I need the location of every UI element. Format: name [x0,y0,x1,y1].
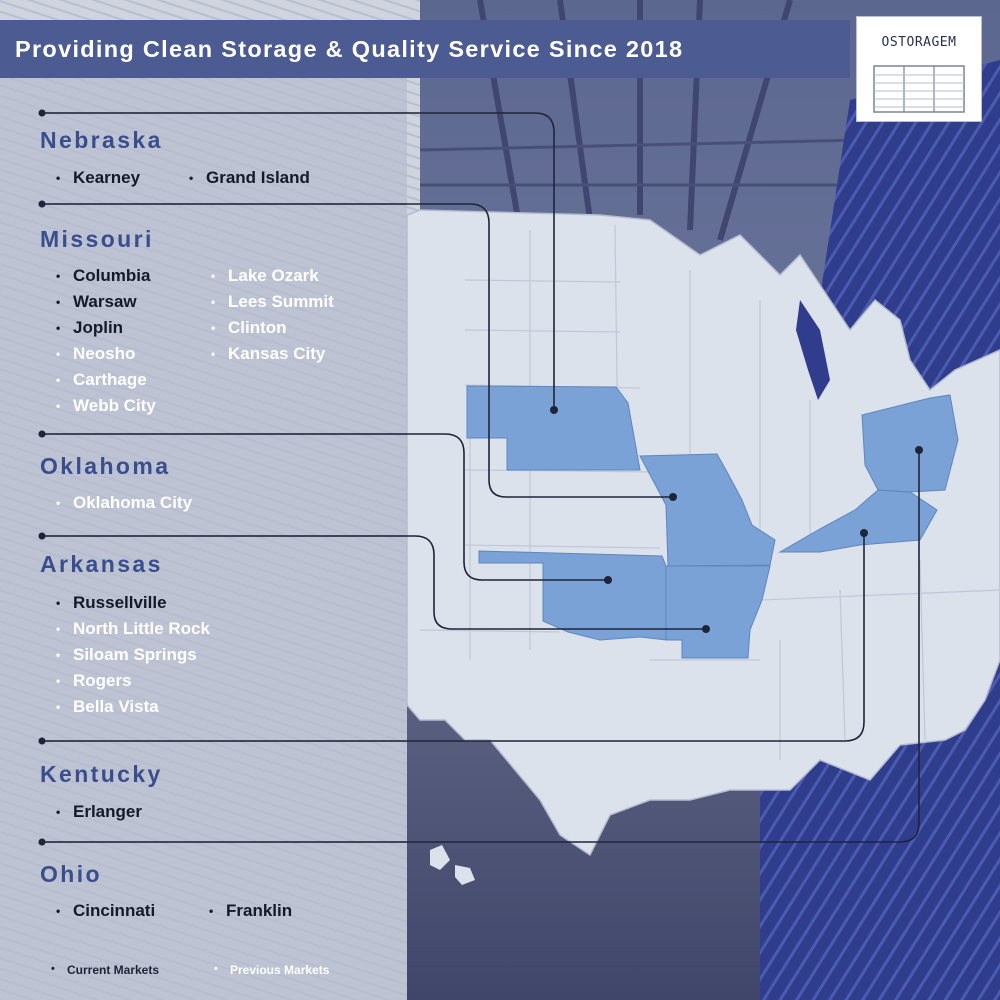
state-heading-arkansas: Arkansas [40,551,163,577]
city-kearney: Kearney [56,168,140,188]
legend-current-markets: Current Markets [51,963,159,977]
marker-kentucky [860,529,868,537]
state-heading-oklahoma: Oklahoma [40,453,171,479]
city-lake-ozark: Lake Ozark [211,266,319,286]
state-arkansas [665,565,771,659]
marker-ohio [915,446,923,454]
city-bella-vista: Bella Vista [56,697,159,717]
marker-missouri [669,493,677,501]
storage-door-icon [873,65,965,113]
company-logo: OSTORAGEM [856,16,982,122]
city-cincinnati: Cincinnati [56,901,155,921]
state-heading-nebraska: Nebraska [40,127,163,153]
markets-panel-background [0,78,407,1000]
city-siloam-springs: Siloam Springs [56,645,197,665]
state-missouri [639,453,776,567]
city-erlanger: Erlanger [56,802,142,822]
city-neosho: Neosho [56,344,135,364]
state-heading-ohio: Ohio [40,861,102,887]
city-rogers: Rogers [56,671,131,691]
city-columbia: Columbia [56,266,151,286]
city-lees-summit: Lees Summit [211,292,334,312]
city-carthage: Carthage [56,370,147,390]
city-joplin: Joplin [56,318,123,338]
legend-previous-markets: Previous Markets [214,963,329,977]
city-franklin: Franklin [209,901,292,921]
city-north-little-rock: North Little Rock [56,619,210,639]
city-kansas-city: Kansas City [211,344,325,364]
marker-arkansas [702,625,710,633]
state-kentucky [778,489,938,553]
state-ohio [861,394,959,493]
city-oklahoma-city: Oklahoma City [56,493,192,513]
city-webb-city: Webb City [56,396,156,416]
state-nebraska [466,385,641,471]
state-heading-missouri: Missouri [40,226,154,252]
city-warsaw: Warsaw [56,292,137,312]
title-banner: Providing Clean Storage & Quality Servic… [0,20,850,78]
state-oklahoma [478,550,667,641]
marker-nebraska [550,406,558,414]
city-clinton: Clinton [211,318,286,338]
logo-wordmark: OSTORAGEM [881,35,957,50]
page-title: Providing Clean Storage & Quality Servic… [15,36,684,62]
marker-oklahoma [604,576,612,584]
city-russellville: Russellville [56,593,166,613]
city-grand-island: Grand Island [189,168,310,188]
state-heading-kentucky: Kentucky [40,761,163,787]
